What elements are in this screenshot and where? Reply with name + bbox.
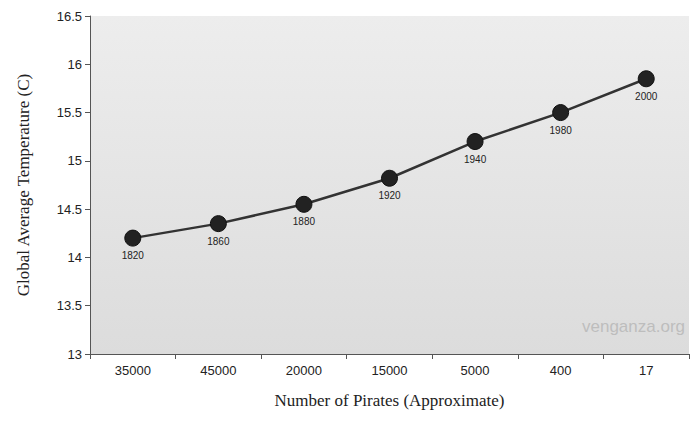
svg-text:400: 400 bbox=[550, 363, 572, 378]
svg-text:35000: 35000 bbox=[115, 363, 151, 378]
svg-text:20000: 20000 bbox=[286, 363, 322, 378]
svg-text:venganza.org: venganza.org bbox=[582, 317, 685, 336]
svg-text:14: 14 bbox=[68, 250, 82, 265]
svg-text:13: 13 bbox=[68, 347, 82, 362]
svg-text:45000: 45000 bbox=[200, 363, 236, 378]
svg-text:15: 15 bbox=[68, 153, 82, 168]
svg-text:1860: 1860 bbox=[207, 236, 230, 247]
svg-text:16.5: 16.5 bbox=[57, 9, 82, 24]
svg-text:17: 17 bbox=[639, 363, 653, 378]
svg-text:2000: 2000 bbox=[635, 91, 658, 102]
svg-text:1920: 1920 bbox=[378, 190, 401, 201]
svg-text:1940: 1940 bbox=[464, 154, 487, 165]
svg-text:Number of Pirates (Approximate: Number of Pirates (Approximate) bbox=[275, 391, 505, 410]
svg-text:1980: 1980 bbox=[550, 125, 573, 136]
svg-text:14.5: 14.5 bbox=[57, 202, 82, 217]
svg-text:5000: 5000 bbox=[461, 363, 490, 378]
svg-text:Global Average Temperature (C): Global Average Temperature (C) bbox=[14, 74, 33, 296]
svg-text:13.5: 13.5 bbox=[57, 298, 82, 313]
svg-text:15.5: 15.5 bbox=[57, 105, 82, 120]
svg-text:1820: 1820 bbox=[122, 250, 145, 261]
svg-text:15000: 15000 bbox=[371, 363, 407, 378]
svg-text:16: 16 bbox=[68, 57, 82, 72]
svg-text:1880: 1880 bbox=[293, 216, 316, 227]
